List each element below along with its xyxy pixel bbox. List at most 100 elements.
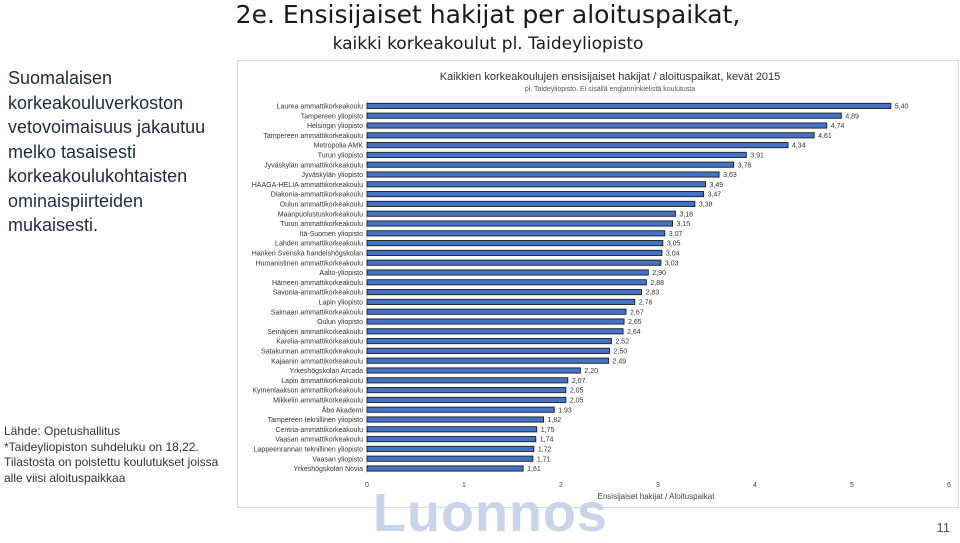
data-label: 4,61 — [818, 133, 832, 140]
data-label: 2,64 — [627, 329, 641, 336]
x-axis-label: Ensisijaiset hakijat / Aloituspaikat — [598, 492, 716, 501]
bar — [366, 142, 789, 149]
data-label: 4,74 — [831, 123, 845, 130]
bar — [366, 210, 676, 217]
category-label: Lappeenrannan teknillinen yliopisto — [254, 447, 363, 454]
data-label: 2,05 — [570, 398, 584, 405]
data-label: 3,47 — [708, 192, 722, 199]
data-label: 2,67 — [630, 309, 644, 316]
category-label: Lahden ammattikorkeakoulu — [275, 241, 363, 248]
data-label: 3,04 — [666, 251, 680, 258]
source-footnote: *Taideyliopiston suhdeluku on 18,22. — [4, 439, 199, 454]
bar — [366, 249, 663, 256]
category-label: Itä-Suomen yliopisto — [300, 231, 364, 238]
bar — [366, 377, 569, 384]
category-label: Mikkelin ammattikorkeakoulu — [273, 398, 363, 405]
bar — [366, 132, 815, 139]
category-label: Seinäjoen ammattikorkeakoulu — [267, 329, 363, 336]
source-footnote-filter: Tilastosta on poistettu koulutukset jois… — [4, 455, 219, 485]
data-label: 3,05 — [667, 241, 681, 248]
category-label: Vaasan ammattikorkeakoulu — [275, 437, 363, 444]
data-label: 1,74 — [540, 437, 554, 444]
data-label: 1,61 — [527, 466, 541, 473]
data-label: 2,83 — [646, 290, 660, 297]
bar — [366, 102, 892, 109]
category-label: Hanken Svenska handelshögskolan — [252, 251, 363, 258]
bar — [366, 269, 649, 276]
bar-chart: Kaikkien korkeakoulujen ensisijaiset hak… — [252, 71, 951, 501]
category-label: Satakunnan ammattikorkeakoulu — [261, 349, 363, 356]
bar — [366, 347, 610, 354]
bar — [366, 230, 666, 237]
category-label: Diakonia-ammattikorkeakoulu — [271, 192, 363, 199]
slide-title: 2e. Ensisijaiset hakijat per aloituspaik… — [235, 0, 741, 29]
category-label: Åbo Akademi — [322, 405, 364, 414]
data-label: 3,15 — [677, 221, 691, 228]
data-label: 4,34 — [792, 143, 806, 150]
draft-watermark: Luonnos — [373, 483, 608, 543]
data-label: 1,72 — [538, 447, 552, 454]
bar — [366, 112, 842, 119]
data-label: 2,20 — [584, 368, 598, 375]
category-label: Tampereen teknillinen yliopisto — [268, 417, 363, 424]
bar — [366, 406, 555, 413]
page-number: 11 — [936, 520, 951, 535]
category-label: Laurea ammattikorkeakoulu — [277, 104, 363, 111]
category-label: Metropolia AMK — [314, 143, 364, 150]
source-line: Lähde: Opetushallitus — [4, 424, 121, 438]
data-label: 2,88 — [650, 280, 664, 287]
data-label: 2,07 — [572, 378, 586, 385]
category-label: Yrkeshögskolan Novia — [293, 466, 363, 473]
data-label: 2,90 — [652, 270, 666, 277]
bar — [366, 298, 636, 305]
category-label: Tampereen ammattikorkeakoulu — [263, 133, 363, 140]
data-label: 3,03 — [665, 260, 679, 267]
bar — [366, 338, 612, 345]
data-label: 2,76 — [639, 300, 653, 307]
data-label: 3,78 — [738, 162, 752, 169]
bar — [366, 161, 735, 168]
category-label: Oulun yliopisto — [317, 319, 363, 326]
category-label: Aalto-yliopisto — [319, 270, 363, 277]
bar — [366, 122, 828, 129]
bar — [366, 308, 627, 315]
bar — [366, 279, 647, 286]
category-label: Jyväskylän ammattikorkeakoulu — [264, 162, 363, 169]
category-label: Oulun ammattikorkeakoulu — [280, 202, 363, 209]
data-label: 3,49 — [710, 182, 724, 189]
category-label: Jyväskylän yliopisto — [302, 172, 364, 179]
category-label: Karelia-ammattikorkeakoulu — [276, 339, 363, 346]
bar — [366, 445, 535, 452]
category-label: Turun ammattikorkeakoulu — [280, 221, 363, 228]
bar — [366, 181, 706, 188]
category-label: Helsingin yliopisto — [307, 123, 363, 130]
bar — [366, 465, 524, 472]
bar — [366, 318, 625, 325]
x-tick-label: 0 — [365, 482, 369, 489]
category-label: HAAGA-HELIA ammattikorkeakoulu — [252, 182, 363, 189]
bar-group: Laurea ammattikorkeakoulu 5,40 Tampereen y… — [252, 101, 909, 474]
x-tick-label: 3 — [656, 482, 660, 489]
x-tick-label: 1 — [462, 482, 466, 489]
x-tick-label: 4 — [753, 482, 757, 489]
category-label: Savonia-ammattikorkeakoulu — [273, 290, 363, 297]
x-tick-label: 6 — [947, 482, 951, 489]
bar — [366, 426, 538, 433]
bar — [366, 396, 567, 403]
category-label: Lapin ammattikorkeakoulu — [281, 378, 363, 385]
bar — [366, 151, 747, 158]
bar — [366, 220, 673, 227]
category-label: Kajaanin ammattikorkeakoulu — [271, 358, 363, 365]
category-label: Kymenlaakson ammattikorkeakoulu — [253, 388, 364, 395]
category-label: Vaasan yliopisto — [313, 456, 364, 463]
slide-subtitle: kaikki korkeakoulut pl. Taideyliopisto — [332, 34, 644, 54]
bar — [366, 436, 537, 443]
bar — [366, 191, 705, 198]
bar — [366, 367, 581, 374]
category-label: Humanistinen ammattikorkeakoulu — [256, 260, 363, 267]
data-label: 4,89 — [845, 113, 859, 120]
chart-subtitle: pl. Taideyliopisto. Ei sisällä englannin… — [525, 86, 695, 93]
bar — [366, 259, 662, 266]
data-label: 2,05 — [570, 388, 584, 395]
data-label: 3,18 — [679, 211, 693, 218]
